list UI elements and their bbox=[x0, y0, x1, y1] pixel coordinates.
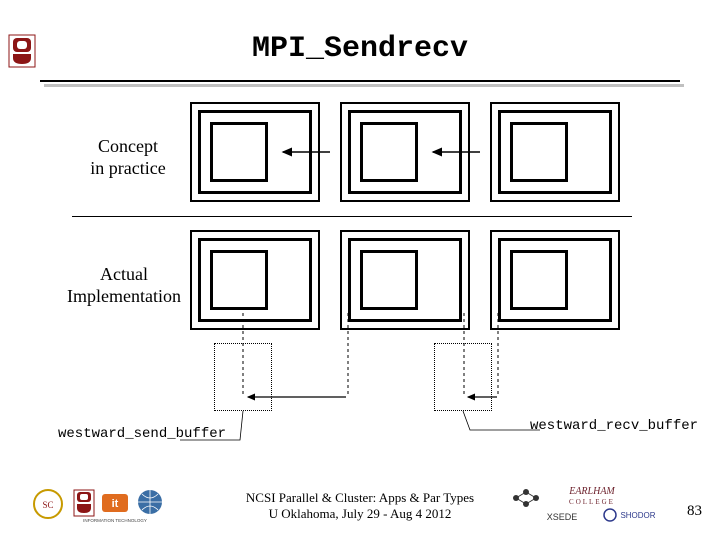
label-concept: Concept in practice bbox=[68, 136, 188, 179]
footer-text: NCSI Parallel & Cluster: Apps & Par Type… bbox=[0, 490, 720, 523]
actual-box-1-inner bbox=[210, 250, 268, 310]
label-actual: Actual Implementation bbox=[54, 264, 194, 307]
concept-box-1-inner bbox=[210, 122, 268, 182]
row-divider bbox=[72, 216, 632, 217]
label-send-buffer: westward_send_buffer bbox=[58, 426, 226, 442]
recv-buffer-box bbox=[434, 343, 492, 411]
label-recv-buffer: westward_recv_buffer bbox=[530, 418, 698, 434]
title-underline bbox=[40, 80, 680, 82]
concept-box-3-inner bbox=[510, 122, 568, 182]
concept-box-2-inner bbox=[360, 122, 418, 182]
footer: SC it INFORMATION TECHNOLOGY EARLHAM COL… bbox=[0, 482, 720, 532]
send-buffer-box bbox=[214, 343, 272, 411]
actual-box-3-inner bbox=[510, 250, 568, 310]
title-shadow bbox=[44, 84, 684, 87]
slide-title: MPI_Sendrecv bbox=[0, 32, 720, 66]
page-number: 83 bbox=[687, 503, 702, 520]
actual-box-2-inner bbox=[360, 250, 418, 310]
